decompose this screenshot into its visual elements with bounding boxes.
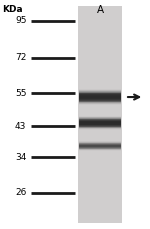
Text: 95: 95 [15,16,26,25]
Text: 26: 26 [15,188,26,197]
Text: A: A [96,5,104,15]
Text: 43: 43 [15,122,26,131]
Text: KDa: KDa [2,5,23,14]
Text: 34: 34 [15,153,26,162]
FancyBboxPatch shape [78,6,122,223]
Text: 55: 55 [15,89,26,98]
Text: 72: 72 [15,53,26,62]
